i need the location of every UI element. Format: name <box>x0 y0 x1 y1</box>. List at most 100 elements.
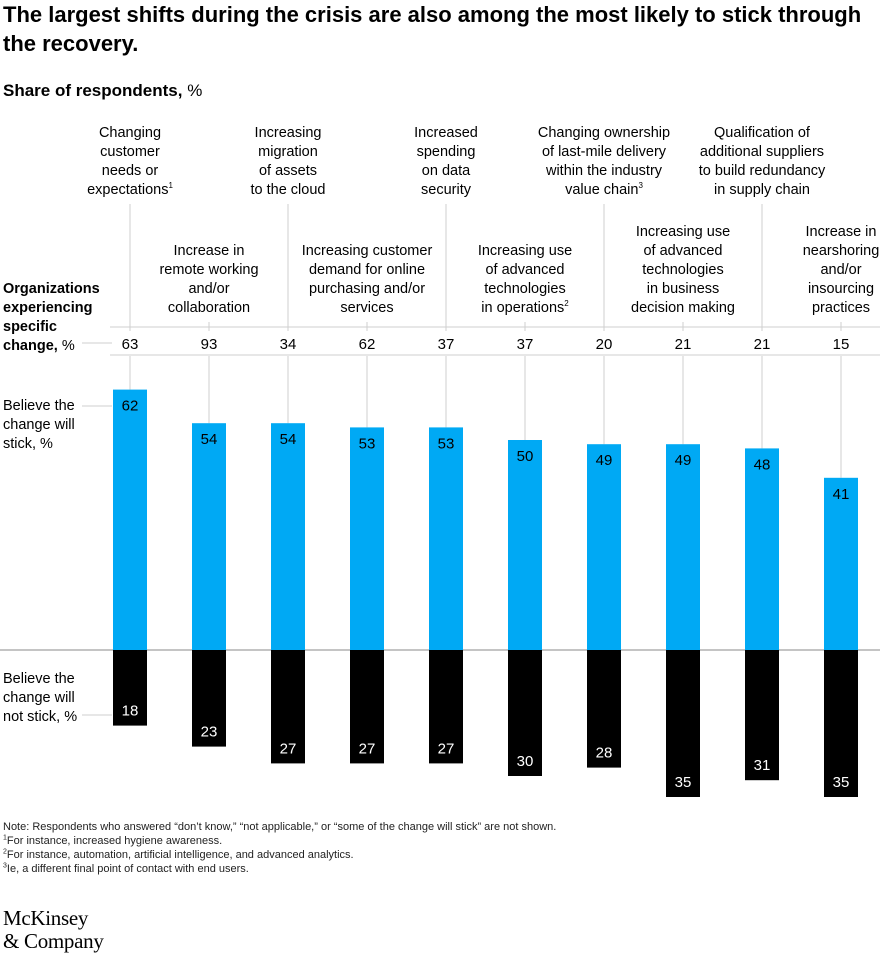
row-label-experiencing: Organizations experiencing specific chan… <box>3 280 100 356</box>
row-label-not-stick: Believe the change will not stick, % <box>3 671 78 725</box>
data-label-stick: 53 <box>359 435 376 452</box>
category-label-line: to the cloud <box>250 182 326 198</box>
category-label-line: needs or <box>101 163 159 179</box>
category-label-line: Increasing use <box>477 243 573 259</box>
footnote-3-text: Ie, a different final point of contact w… <box>6 863 249 875</box>
category-label-line: practices <box>811 300 871 316</box>
chart-title: The largest shifts during the crisis are… <box>3 2 862 56</box>
category-label-line: and/or <box>188 281 230 297</box>
experiencing-value: 15 <box>833 336 850 353</box>
category-label-line: remote working <box>159 262 259 278</box>
bar-not-stick <box>429 650 463 764</box>
data-label-stick: 49 <box>596 452 613 469</box>
experiencing-value: 37 <box>517 336 534 353</box>
experiencing-value: 37 <box>438 336 455 353</box>
data-label-not-stick: 27 <box>280 740 297 757</box>
category-label-line: of assets <box>258 163 318 179</box>
bar-stick <box>666 444 700 650</box>
footnote-3-mark: 3 <box>3 862 7 870</box>
bar-not-stick <box>271 650 305 764</box>
category-label-line: Increased <box>414 125 478 141</box>
bar-not-stick <box>113 650 147 726</box>
data-label-not-stick: 35 <box>675 774 692 791</box>
category-label-line: on data <box>421 163 471 179</box>
subtitle-text: Share of respondents, <box>3 81 183 100</box>
category-label-line: value chain3 <box>565 181 643 198</box>
category-label: Increasing customer demand for online purc… <box>282 242 452 318</box>
category-label-line: Increasing customer <box>301 243 433 259</box>
data-label-not-stick: 28 <box>596 745 613 762</box>
footnote-marker: 1 <box>168 181 173 191</box>
bar-not-stick <box>508 650 542 776</box>
bar-not-stick <box>587 650 621 768</box>
category-label-line: decision making <box>631 300 735 316</box>
footnote-1-mark: 1 <box>3 834 7 842</box>
bar-stick <box>587 444 621 650</box>
category-label-line: in business <box>646 281 720 297</box>
row-label-stick: Believe the change will stick, % <box>3 398 75 452</box>
category-label: Increase in remote working and/or collabora… <box>124 242 294 318</box>
category-label-line: nearshoring <box>802 243 880 259</box>
bar-not-stick <box>824 650 858 797</box>
data-label-stick: 62 <box>122 398 139 415</box>
category-label-line: security <box>421 182 471 198</box>
data-label-stick: 54 <box>201 431 218 448</box>
experiencing-value: 62 <box>359 336 376 353</box>
category-label: Changing ownership of last-mile delivery w… <box>519 124 689 200</box>
bar-not-stick <box>666 650 700 797</box>
category-label: Qualification of additional suppliers to b… <box>677 124 847 200</box>
data-label-stick: 53 <box>438 435 455 452</box>
category-label: Changing customer needs or expectations1 <box>45 124 215 200</box>
category-label-line: to build redundancy <box>698 163 826 179</box>
data-label-stick: 49 <box>675 452 692 469</box>
category-label-line: and/or <box>820 262 862 278</box>
bar-stick <box>271 423 305 650</box>
data-label-not-stick: 27 <box>359 740 376 757</box>
experiencing-value: 21 <box>675 336 692 353</box>
category-label-line: customer <box>100 144 160 160</box>
category-label-line: Changing ownership <box>537 125 671 141</box>
bar-stick <box>192 423 226 650</box>
experiencing-value: 20 <box>596 336 613 353</box>
data-label-not-stick: 27 <box>438 740 455 757</box>
category-label-line: demand for online <box>308 262 426 278</box>
data-label-not-stick: 31 <box>754 757 771 774</box>
category-label-line: additional suppliers <box>699 144 825 160</box>
data-label-stick: 41 <box>833 486 850 503</box>
category-label-line: in supply chain <box>714 182 810 198</box>
category-label-line: purchasing and/or <box>308 281 426 297</box>
note-text: Note: Respondents who answered “don’t kn… <box>3 821 557 833</box>
category-label-line: spending <box>416 144 476 160</box>
bar-stick <box>824 477 858 650</box>
category-label-line: of last-mile delivery <box>541 144 667 160</box>
subtitle-unit: % <box>187 81 203 100</box>
category-label-line: collaboration <box>167 300 251 316</box>
footnote-1-text: For instance, increased hygiene awarenes… <box>6 835 223 847</box>
data-label-not-stick: 30 <box>517 753 534 770</box>
bar-stick <box>745 448 779 650</box>
data-label-stick: 54 <box>280 431 297 448</box>
data-label-stick: 48 <box>754 456 771 473</box>
category-label: Increase in nearshoring and/or insourcing pr… <box>756 223 880 318</box>
footnote-1: 1For instance, increased hygiene awarene… <box>3 834 556 848</box>
data-label-not-stick: 35 <box>833 774 850 791</box>
category-label-line: Increase in <box>173 243 245 259</box>
footnote-2-text: For instance, automation, artificial int… <box>6 849 354 861</box>
category-label-line: Increasing <box>254 125 322 141</box>
row-label-experiencing-unit: % <box>61 338 75 354</box>
bar-not-stick <box>745 650 779 781</box>
category-label-line: Increasing use <box>635 224 731 240</box>
footnote-2-mark: 2 <box>3 848 7 856</box>
category-label-line: Changing <box>98 125 162 141</box>
data-label-not-stick: 23 <box>201 724 218 741</box>
category-label: Increased spending on data security <box>361 124 531 200</box>
category-label-line: migration <box>258 144 318 160</box>
category-label-line: in operations2 <box>481 299 569 316</box>
logo-line-2: & Company <box>3 929 104 953</box>
chart-subtitle: Share of respondents, % <box>3 80 202 102</box>
category-label-line: of advanced <box>643 243 723 259</box>
bar-stick <box>429 427 463 650</box>
footnote-marker: 2 <box>564 299 569 309</box>
category-label-line: technologies <box>642 262 724 278</box>
mckinsey-logo: McKinsey & Company <box>3 907 104 953</box>
